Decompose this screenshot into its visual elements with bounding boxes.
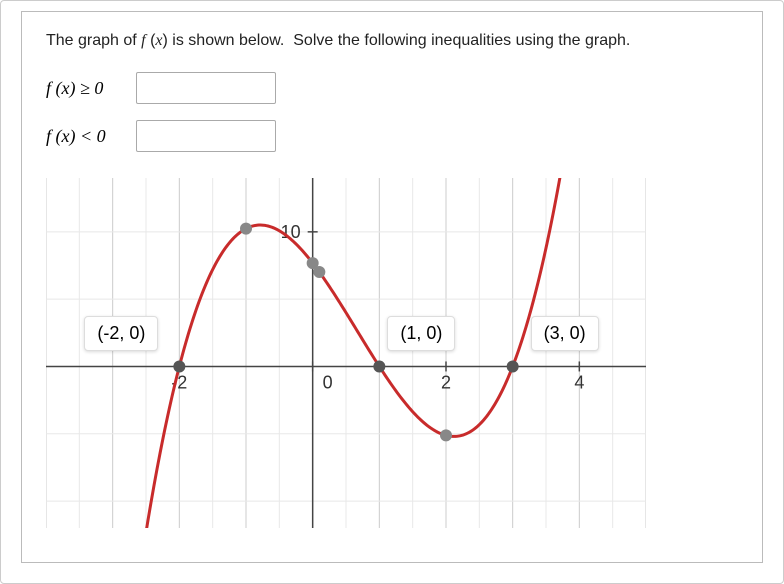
point-label: (1, 0) bbox=[387, 316, 455, 351]
point-label: (-2, 0) bbox=[84, 316, 158, 351]
function-graph: -202410 bbox=[46, 178, 646, 528]
point-label: (3, 0) bbox=[531, 316, 599, 351]
graph-area: -202410 (-2, 0)(1, 0)(3, 0) bbox=[46, 178, 646, 528]
inequality-label-1: f (x) ≥ 0 bbox=[46, 78, 126, 99]
inequality-row-2: f (x) < 0 bbox=[46, 120, 738, 152]
question-panel: The graph of f (x) is shown below. Solve… bbox=[21, 11, 763, 563]
question-area: The graph of f (x) is shown below. Solve… bbox=[22, 12, 762, 178]
inequality-input-2[interactable] bbox=[136, 120, 276, 152]
inequality-input-1[interactable] bbox=[136, 72, 276, 104]
svg-text:0: 0 bbox=[323, 372, 333, 392]
inequality-row-1: f (x) ≥ 0 bbox=[46, 72, 738, 104]
inequality-label-2: f (x) < 0 bbox=[46, 126, 126, 147]
svg-text:2: 2 bbox=[441, 372, 451, 392]
outer-panel: The graph of f (x) is shown below. Solve… bbox=[0, 0, 784, 584]
svg-text:4: 4 bbox=[574, 372, 584, 392]
question-prompt: The graph of f (x) is shown below. Solve… bbox=[46, 32, 738, 50]
